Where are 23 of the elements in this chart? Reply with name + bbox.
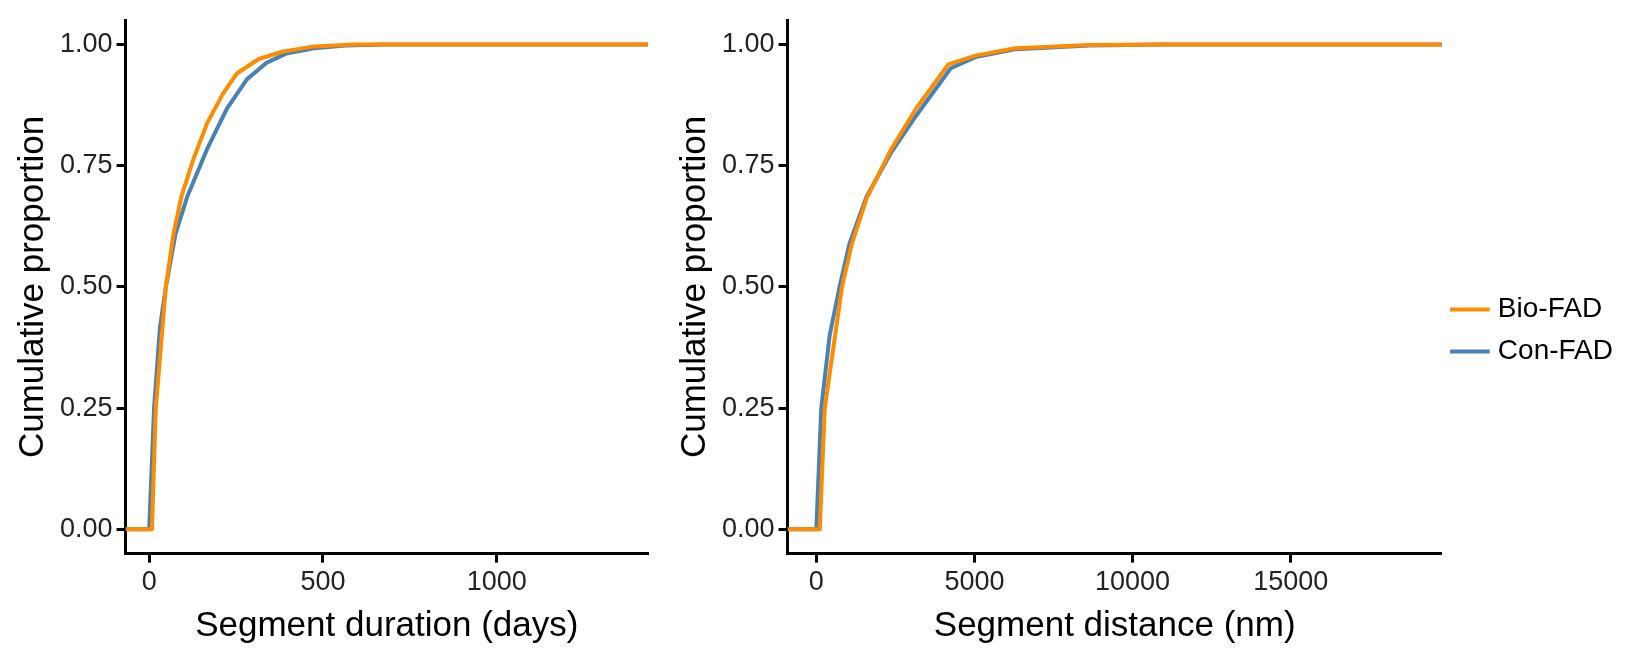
y-tick-label: 0.75 bbox=[59, 149, 113, 180]
y-tick-label: 0.00 bbox=[721, 512, 775, 543]
x-tick-label: 500 bbox=[300, 566, 346, 597]
x-tick-label: 1000 bbox=[466, 566, 527, 597]
y-tick-label: 0.25 bbox=[721, 391, 775, 422]
x-tick-label: 10000 bbox=[1095, 566, 1171, 597]
y-tick-label: 0.00 bbox=[59, 512, 113, 543]
y-tick-label: 0.25 bbox=[59, 391, 113, 422]
x-tick-label: 0 bbox=[808, 566, 824, 597]
y-axis-title: Cumulative proportion bbox=[672, 115, 712, 459]
y-tick-label: 0.50 bbox=[721, 270, 775, 301]
y-tick-label: 1.00 bbox=[59, 27, 113, 58]
x-axis-title: Segment distance (nm) bbox=[933, 603, 1296, 643]
legend-label: Con-FAD bbox=[1497, 334, 1614, 366]
x-tick-label: 0 bbox=[141, 566, 157, 597]
x-axis-title: Segment duration (days) bbox=[195, 603, 579, 643]
y-tick-label: 1.00 bbox=[721, 27, 775, 58]
x-tick-label: 5000 bbox=[944, 566, 1005, 597]
legend-label: Bio-FAD bbox=[1497, 292, 1603, 324]
y-axis-title: Cumulative proportion bbox=[10, 115, 50, 459]
y-tick-label: 0.50 bbox=[59, 270, 113, 301]
y-tick-label: 0.75 bbox=[721, 149, 775, 180]
x-tick-label: 15000 bbox=[1253, 566, 1329, 597]
